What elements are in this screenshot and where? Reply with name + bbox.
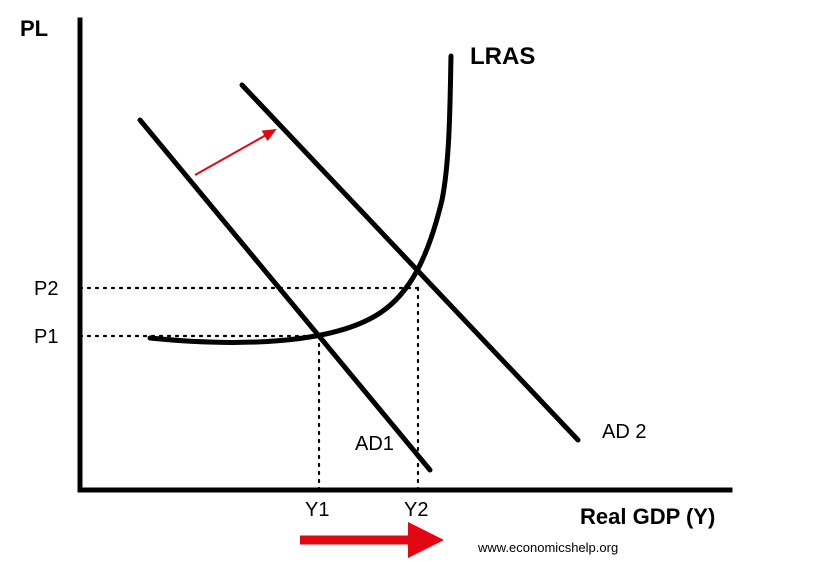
p1-label: P1	[34, 326, 58, 348]
p2-label: P2	[34, 278, 58, 300]
y2-label: Y2	[404, 499, 428, 521]
lras-curve	[150, 56, 451, 342]
y1-label: Y1	[305, 499, 329, 521]
x-axis-label: Real GDP (Y)	[580, 504, 715, 529]
ad1-curve	[140, 120, 430, 470]
economics-diagram: PL Real GDP (Y) LRAS AD1 AD 2 P1 P2 Y1 Y…	[0, 0, 823, 579]
ad1-label: AD1	[355, 433, 394, 455]
ad2-curve	[242, 85, 578, 440]
attribution-text: www.economicshelp.org	[477, 540, 618, 555]
shift-arrow-small	[195, 130, 275, 175]
lras-label: LRAS	[470, 43, 535, 70]
ad2-label: AD 2	[602, 421, 646, 443]
y-axis-label: PL	[20, 16, 48, 41]
